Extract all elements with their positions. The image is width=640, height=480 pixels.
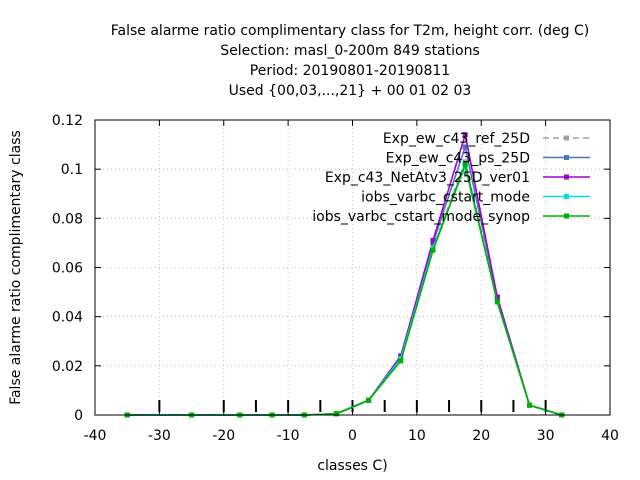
y-tick-label: 0.08: [52, 211, 83, 227]
legend-marker-2: [564, 174, 569, 180]
data-point-4-7: [398, 358, 404, 364]
data-point-4-6: [366, 397, 372, 403]
y-tick-label: 0.02: [52, 359, 83, 375]
y-tick-label: 0: [74, 408, 83, 424]
chart-title: False alarme ratio complimentary class f…: [111, 23, 590, 99]
legend-marker-3: [564, 194, 569, 199]
x-tick-label: -40: [84, 428, 107, 444]
grid: [95, 120, 610, 415]
data-point-2-9: [462, 132, 468, 138]
data-point-2-10: [494, 294, 500, 300]
title-line-3: Used {00,03,...,21} + 00 01 02 03: [229, 83, 472, 99]
y-tick-label: 0.04: [52, 310, 83, 326]
legend-marker-4: [564, 213, 569, 219]
x-tick-label: 0: [348, 428, 357, 444]
y-tick-label: 0.12: [52, 113, 83, 129]
series-line-1: [127, 143, 562, 416]
x-tick-label: 30: [537, 428, 555, 444]
x-tick-label: 40: [601, 428, 619, 444]
legend-marker-0: [564, 135, 569, 141]
y-tick-label: 0.1: [61, 162, 83, 178]
data-point-4-5: [333, 411, 339, 417]
x-tick-label: 20: [472, 428, 490, 444]
x-axis-label: classes C): [317, 458, 387, 474]
x-tick-label: -10: [277, 428, 300, 444]
data-point-4-8: [430, 247, 436, 253]
legend-label-1: Exp_ew_c43_ps_25D: [386, 151, 530, 167]
title-line-2: Period: 20190801-20190811: [250, 63, 450, 79]
axis-ticks: [94, 119, 611, 416]
data-point-4-9: [462, 161, 468, 167]
legend-label-0: Exp_ew_c43_ref_25D: [383, 131, 530, 147]
legend-label-2: Exp_c43_NetAtv3_25D_ver01: [325, 170, 530, 186]
data-point-2-8: [430, 237, 436, 243]
data-point-4-11: [527, 402, 533, 408]
tick-labels: -40 -30 -20 -10 0 10 20 30 40 0 0.02 0.04 0.06 0.08 0.…: [52, 113, 619, 444]
legend-label-3: iobs_varbc_cstart_mode: [361, 190, 530, 206]
x-tick-label: -20: [212, 428, 235, 444]
data-point-1-9: [462, 144, 468, 150]
y-axis-label: False alarme ratio complimentary class: [8, 130, 24, 405]
x-tick-label: 10: [408, 428, 426, 444]
legend-marker-1: [564, 155, 569, 160]
title-line-0: False alarme ratio complimentary class f…: [111, 23, 590, 39]
legend: Exp_ew_c43_ref_25D Exp_ew_c43_ps_25D Exp_c…: [312, 131, 590, 225]
x-tick-label: -30: [148, 428, 171, 444]
y-tick-label: 0.06: [52, 261, 83, 277]
legend-label-4: iobs_varbc_cstart_mode_synop: [312, 209, 530, 225]
title-line-1: Selection: masl_0-200m 849 stations: [220, 43, 480, 59]
data-point-4-10: [494, 299, 500, 305]
